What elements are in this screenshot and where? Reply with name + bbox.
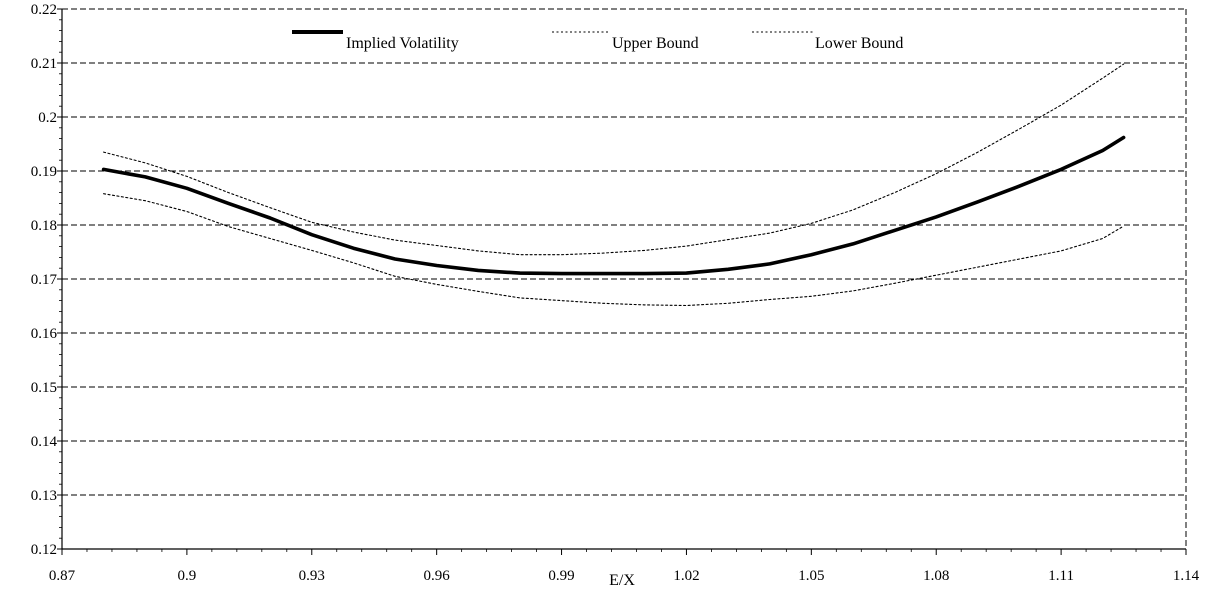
x-tick-label: 1.02 [673,568,699,584]
x-tick-label: 0.9 [178,568,197,584]
y-tick-label: 0.19 [31,164,57,180]
x-tick-label: 0.96 [424,568,451,584]
series-layer [101,63,1126,307]
x-axis-label: E/X [609,572,635,589]
legend-label-1: Implied Volatility [346,35,459,52]
x-tick-label: 1.11 [1048,568,1074,584]
x-tick-label: 0.87 [49,568,76,584]
x-tick-label: 0.93 [299,568,325,584]
axes [57,8,1187,555]
y-tick-label: 0.18 [31,218,57,234]
y-tick-label: 0.15 [31,380,57,396]
x-tick-label: 1.05 [798,568,824,584]
y-tick-label: 0.22 [31,2,57,18]
y-tick-label: 0.2 [38,110,57,126]
y-tick-label: 0.21 [31,56,57,72]
x-tick-label: 1.08 [923,568,949,584]
gridlines [62,8,1187,549]
series-line-1 [101,135,1126,276]
x-tick-label: 1.14 [1173,568,1200,584]
series-line-2 [103,63,1125,256]
y-tick-label: 0.16 [31,326,58,342]
series-line-3 [103,193,1125,307]
legend-label-3: Lower Bound [815,35,903,52]
legend-label-2: Upper Bound [612,35,699,52]
y-tick-label: 0.17 [31,272,58,288]
y-tick-label: 0.14 [31,434,58,450]
y-tick-label: 0.13 [31,488,57,504]
y-tick-label: 0.12 [31,542,57,558]
legend: Implied Volatility Upper Bound Lower Bound [292,30,903,52]
labels: 0.12 0.13 0.14 0.15 0.16 0.17 0.18 0.19 0.2 0.21 0… [31,2,1200,589]
x-tick-label: 0.99 [548,568,574,584]
